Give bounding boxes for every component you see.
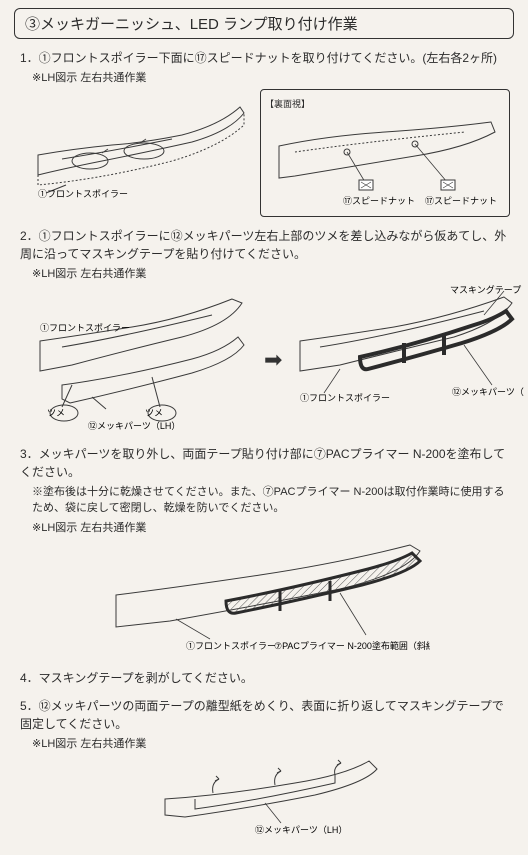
label-primer: ⑦PACプライマー N-200塗布範囲（斜線部） <box>274 640 430 651</box>
step3-fig: ①フロントスポイラー ⑦PACプライマー N-200塗布範囲（斜線部） <box>110 539 430 659</box>
step2-fig2: マスキングテープ ①フロントスポイラー ⑫メッキパーツ（LH） <box>294 285 524 415</box>
step1-fig2: 【裏面視】 ⑰スピードナット ⑰スピードナット <box>260 89 510 217</box>
label-claw1: ツメ <box>47 408 65 418</box>
step3-text: 3．メッキパーツを取り外し、両面テープ貼り付け部に⑦PACプライマー N-200… <box>20 445 508 481</box>
label-spoiler: ①フロントスポイラー <box>38 189 128 199</box>
label-nut2: ⑰スピードナット <box>425 196 497 206</box>
view-label: 【裏面視】 <box>265 99 310 109</box>
step3-note: ※LH図示 左右共通作業 <box>32 519 508 535</box>
label-spoiler4: ①フロントスポイラー <box>186 641 276 651</box>
step5-fig: ⑫メッキパーツ（LH） <box>155 755 385 835</box>
section-title: ③メッキガーニッシュ、LED ランプ取り付け作業 <box>14 8 514 39</box>
label-part2: ⑫メッキパーツ（LH） <box>88 421 180 431</box>
step3-text2: ※塗布後は十分に乾燥させてください。また、⑦PACプライマー N-200は取付作… <box>32 483 508 515</box>
step5-text: 5．⑫メッキパーツの両面テープの離型紙をめくり、表面に折り返してマスキングテープ… <box>20 697 508 733</box>
step1-note: ※LH図示 左右共通作業 <box>32 69 508 85</box>
step5-note: ※LH図示 左右共通作業 <box>32 735 508 751</box>
label-part5: ⑫メッキパーツ（LH） <box>255 825 347 835</box>
step1-fig1: ①フロントスポイラー <box>32 89 252 199</box>
step2-note: ※LH図示 左右共通作業 <box>32 265 508 281</box>
label-nut1: ⑰スピードナット <box>343 196 415 206</box>
label-spoiler3: ①フロントスポイラー <box>300 393 390 403</box>
label-part3: ⑫メッキパーツ（LH） <box>452 387 524 397</box>
arrow-icon: ➡ <box>264 347 282 373</box>
step2-fig1: ツメ ツメ ①フロントスポイラー ⑫メッキパーツ（LH） <box>32 285 252 435</box>
step2-text: 2．①フロントスポイラーに⑫メッキパーツ左右上部のツメを差し込みながら仮あてし、… <box>20 227 508 263</box>
label-tape: マスキングテープ <box>450 285 521 295</box>
label-spoiler2: ①フロントスポイラー <box>40 323 130 333</box>
step1-text: 1．①フロントスポイラー下面に⑰スピードナットを取り付けてください。(左右各2ヶ… <box>20 49 508 67</box>
label-claw2: ツメ <box>145 408 163 418</box>
step4-text: 4．マスキングテープを剥がしてください。 <box>20 669 508 687</box>
